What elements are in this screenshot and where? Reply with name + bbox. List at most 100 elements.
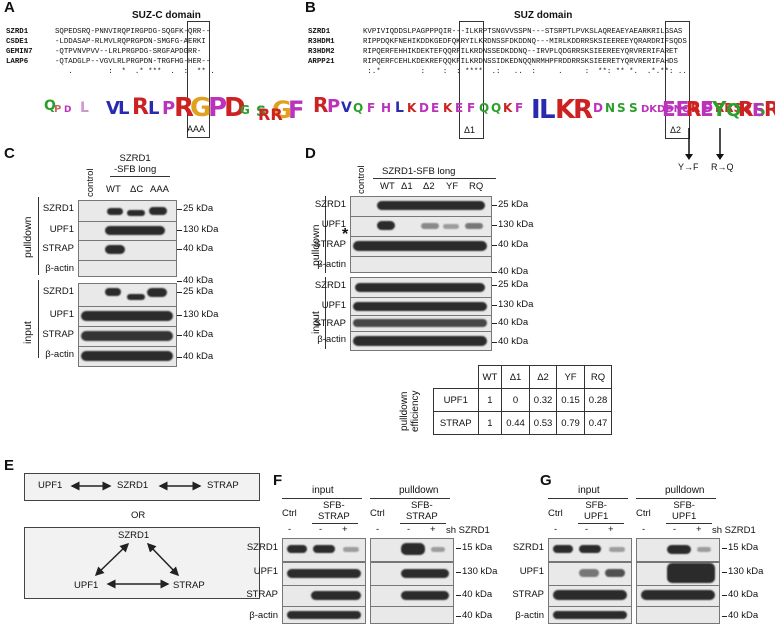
- western-band: [105, 245, 125, 254]
- panel-d-header: SZRD1-SFB long: [382, 166, 456, 177]
- panelG-sh-sign: +: [696, 524, 702, 535]
- panel-label-a: A: [4, 0, 15, 16]
- panel-d-kda: 40 kDa: [491, 336, 529, 347]
- alignment-b-seq: RIPPDQKFNEHIKDDKGEDFQKRYILKRDNSSFDKDDNQ-…: [363, 38, 687, 46]
- panel-d-row-label: SZRD1: [314, 280, 346, 291]
- panel-d-row-label: β-actin: [317, 334, 346, 345]
- panel-c-lane-label: WT: [106, 184, 121, 195]
- alignment-b-name: SZRD1: [308, 28, 331, 36]
- svg-text:F: F: [288, 96, 304, 124]
- panelF-kda: 40 kDa: [455, 589, 493, 600]
- linear-upf1: UPF1: [38, 480, 63, 491]
- alignment-a-name: GEMIN7: [6, 48, 33, 56]
- svg-text:Q: Q: [44, 98, 56, 114]
- panel-c-input-label: input: [22, 321, 34, 344]
- panelF-sfb-label: SFB- STRAP: [318, 500, 350, 522]
- sequence-logo-b-tail: EE R E Y Q R E R: [662, 97, 775, 121]
- panelG-row-label: STRAP: [512, 589, 544, 600]
- panelG-ctrl-label: Ctrl: [548, 508, 563, 519]
- panelG-kda: 130 kDa: [721, 566, 764, 577]
- panel-label-c: C: [4, 145, 15, 162]
- svg-text:E: E: [431, 101, 439, 115]
- efficiency-row: UPF1 1 0 0.32 0.15 0.28: [433, 388, 613, 412]
- svg-text:N: N: [605, 101, 615, 115]
- svg-text:P: P: [208, 93, 227, 123]
- panelG-pulldown-blot: [636, 538, 720, 562]
- panel-d-input-bracket: [325, 277, 326, 349]
- panel-d-pulldown-bracket: [325, 196, 326, 273]
- panel-c-kda: 25 kDa: [176, 286, 214, 297]
- western-band: [697, 547, 711, 552]
- panelF-sh-sign: +: [342, 524, 348, 535]
- sequence-logo-b: R P V Q F H L K D E K E F Q Q K F I L K …: [313, 93, 766, 125]
- panel-d-row-label: STRAP: [314, 318, 346, 329]
- alignment-b-name: R3HDM2: [308, 48, 335, 56]
- svg-text:R: R: [313, 93, 328, 117]
- alignment-a-consensus: . : * .* *** . : ** .: [55, 68, 215, 76]
- panel-label-f: F: [273, 472, 283, 489]
- svg-text:D: D: [64, 105, 71, 115]
- panelF-pulldown-blot: [370, 606, 454, 624]
- svg-text:Q: Q: [491, 101, 501, 115]
- panelF-input-line: [282, 498, 362, 499]
- panelF-sh-sign: -: [319, 524, 323, 535]
- western-band: [579, 569, 599, 577]
- alignment-a-seq: -QTPVNVPVV--LRLPRGPDG-SRGFAPDGRR-: [55, 48, 202, 56]
- triangle-arrows: [94, 542, 180, 589]
- alignment-b-seq: RIPQERFCEHLKDEKREFQQKFILKRDNSSIDKEDNQQNR…: [363, 58, 678, 66]
- svg-text:D: D: [224, 93, 246, 123]
- svg-text:G: G: [272, 96, 292, 124]
- panel-c-row-label: UPF1: [49, 309, 74, 320]
- panel-d-kda: 25 kDa: [491, 199, 529, 210]
- svg-text:I: I: [531, 95, 541, 125]
- panelF-sh-sign: -: [376, 524, 380, 535]
- panel-d-lane-label: WT: [380, 181, 395, 192]
- panel-d-blot: [350, 256, 492, 273]
- panelG-kda: 40 kDa: [721, 589, 759, 600]
- panelF-row-label: UPF1: [253, 566, 278, 577]
- alignment-a-name: SZRD1: [6, 28, 29, 36]
- svg-text:L: L: [395, 100, 404, 116]
- panel-c-kda: 130 kDa: [176, 309, 219, 320]
- panel-c-row-label: β-actin: [45, 263, 74, 274]
- panel-d-row-label: SZRD1: [314, 199, 346, 210]
- svg-text:S: S: [256, 104, 266, 120]
- western-band: [343, 547, 359, 552]
- svg-text:E: E: [455, 101, 463, 115]
- svg-text:R: R: [686, 97, 701, 121]
- sequence-logo-a-tail: RR: [258, 105, 283, 124]
- svg-text:G: G: [240, 103, 250, 117]
- panelG-sfb-line: [578, 523, 624, 524]
- svg-text:S: S: [753, 100, 766, 121]
- efficiency-column: WT: [477, 365, 503, 389]
- svg-text:R: R: [573, 95, 593, 125]
- panel-d-blot: [350, 216, 492, 237]
- nonspecific-asterisk: *: [342, 226, 349, 243]
- western-band: [609, 547, 625, 552]
- western-band: [553, 611, 627, 619]
- panel-d-row-label: UPF1: [321, 300, 346, 311]
- panel-c-kda: 40 kDa: [176, 329, 214, 340]
- panelG-row-label: SZRD1: [512, 542, 544, 553]
- panel-c-blot: [78, 283, 177, 307]
- svg-text:F: F: [467, 101, 475, 115]
- panel-c-blot: [78, 306, 177, 327]
- panel-c-blot: [78, 221, 177, 241]
- panel-c-row-label: SZRD1: [42, 286, 74, 297]
- panel-d-blot: [350, 331, 492, 351]
- svg-text:R: R: [691, 101, 700, 115]
- efficiency-value: 1: [477, 411, 503, 435]
- efficiency-column: Δ1: [501, 365, 530, 389]
- panelG-input-blot: [548, 585, 632, 607]
- western-band: [605, 569, 625, 577]
- western-band: [553, 545, 573, 553]
- western-band: [431, 547, 445, 552]
- mutation-r-to-q: R→Q: [711, 162, 734, 172]
- svg-text:R: R: [738, 97, 753, 121]
- linear-szrd1: SZRD1: [117, 480, 149, 491]
- svg-text:K: K: [407, 101, 417, 115]
- svg-text:R: R: [764, 97, 775, 121]
- panelG-sh-sign: -: [554, 524, 558, 535]
- svg-text:D: D: [703, 101, 713, 115]
- svg-text:EE: EE: [662, 97, 689, 121]
